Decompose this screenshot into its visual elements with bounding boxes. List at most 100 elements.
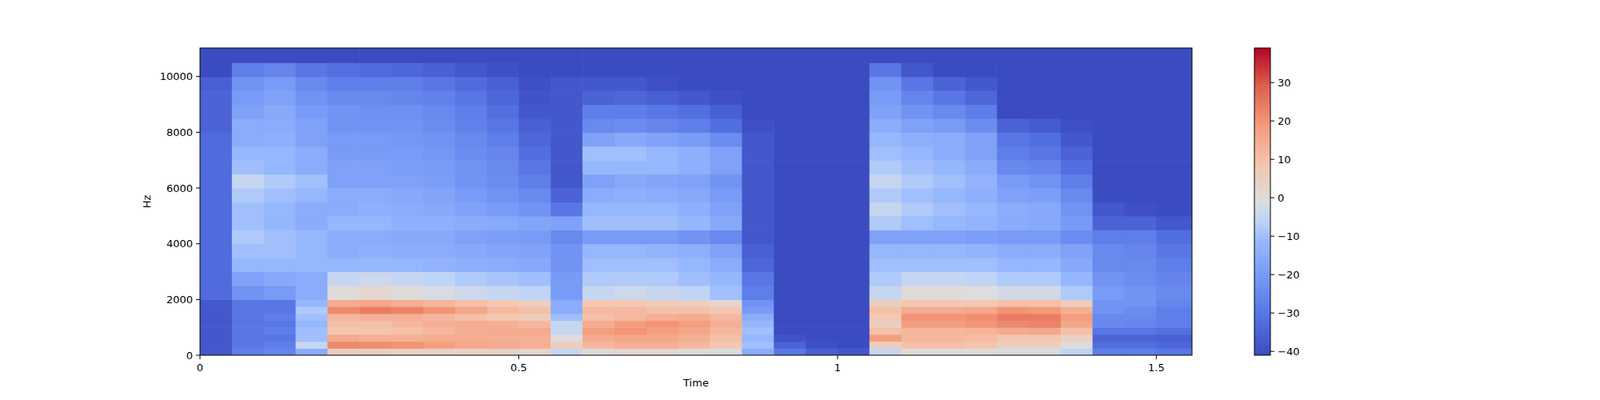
cell	[232, 257, 264, 272]
cell	[869, 341, 902, 349]
cell	[614, 90, 647, 105]
cell	[996, 244, 1029, 259]
cell	[582, 272, 615, 287]
cell	[264, 313, 296, 321]
cell	[550, 244, 583, 259]
cell	[232, 76, 264, 92]
cell	[646, 118, 679, 133]
cell	[1124, 327, 1157, 335]
cell	[678, 334, 711, 342]
cell	[614, 327, 647, 335]
cell	[710, 341, 743, 349]
y-tick	[196, 355, 200, 356]
cell	[646, 216, 679, 231]
cell	[296, 174, 328, 189]
cell	[614, 104, 647, 120]
cell	[1156, 299, 1192, 307]
cell	[1060, 201, 1093, 216]
cell	[1028, 244, 1061, 259]
cell	[646, 272, 679, 287]
cell	[391, 76, 424, 92]
cell	[550, 90, 583, 105]
cell	[710, 229, 743, 244]
cell	[327, 132, 360, 147]
cell	[455, 285, 488, 300]
cell	[518, 257, 551, 272]
cell	[296, 272, 328, 287]
cell	[901, 132, 934, 147]
cell	[582, 76, 615, 92]
cell	[837, 188, 870, 203]
cell	[264, 62, 296, 77]
cell	[582, 341, 615, 349]
cell	[932, 229, 965, 244]
cell	[869, 272, 902, 287]
cell	[359, 229, 392, 244]
cell	[518, 313, 551, 321]
cell	[741, 132, 774, 147]
cell	[901, 174, 934, 189]
cell	[1124, 146, 1157, 161]
cell	[1156, 48, 1192, 64]
cell	[932, 146, 965, 161]
cell	[837, 146, 870, 161]
cell	[200, 257, 232, 272]
cell	[869, 299, 902, 307]
cell	[741, 285, 774, 300]
cell	[518, 285, 551, 300]
cell	[391, 257, 424, 272]
cell	[550, 299, 583, 307]
cell	[455, 348, 488, 356]
cell	[1060, 285, 1093, 300]
cell	[1156, 313, 1192, 321]
cell	[1028, 104, 1061, 120]
cell	[296, 132, 328, 147]
cell	[869, 216, 902, 231]
cell	[741, 62, 774, 77]
cell	[773, 299, 806, 307]
cell	[391, 48, 424, 64]
cell	[550, 334, 583, 342]
cell	[423, 188, 456, 203]
cell	[678, 132, 711, 147]
cell	[901, 104, 934, 120]
cell	[550, 146, 583, 161]
cell	[805, 90, 838, 105]
cell	[1028, 257, 1061, 272]
cell	[1092, 299, 1125, 307]
cell	[359, 132, 392, 147]
cell	[455, 201, 488, 216]
cell	[264, 146, 296, 161]
cell	[1156, 306, 1192, 314]
cell	[1156, 132, 1192, 147]
cell	[391, 174, 424, 189]
cell	[232, 348, 264, 356]
cell	[200, 104, 232, 120]
cell	[901, 341, 934, 349]
cell	[932, 327, 965, 335]
cell	[1060, 62, 1093, 77]
cell	[678, 348, 711, 356]
cell	[455, 327, 488, 335]
cell	[773, 272, 806, 287]
cell	[423, 229, 456, 244]
cell	[296, 146, 328, 161]
cell	[391, 90, 424, 105]
cell	[264, 160, 296, 175]
cell	[869, 188, 902, 203]
cell	[805, 118, 838, 133]
cell	[1156, 341, 1192, 349]
cell	[232, 146, 264, 161]
cell	[996, 62, 1029, 77]
y-tick	[196, 243, 200, 244]
cell	[1060, 334, 1093, 342]
cell	[964, 146, 997, 161]
cell	[264, 104, 296, 120]
cell	[932, 272, 965, 287]
cell	[996, 201, 1029, 216]
cell	[741, 299, 774, 307]
cell	[264, 348, 296, 356]
cell	[805, 272, 838, 287]
cell	[869, 62, 902, 77]
cell	[1028, 327, 1061, 335]
